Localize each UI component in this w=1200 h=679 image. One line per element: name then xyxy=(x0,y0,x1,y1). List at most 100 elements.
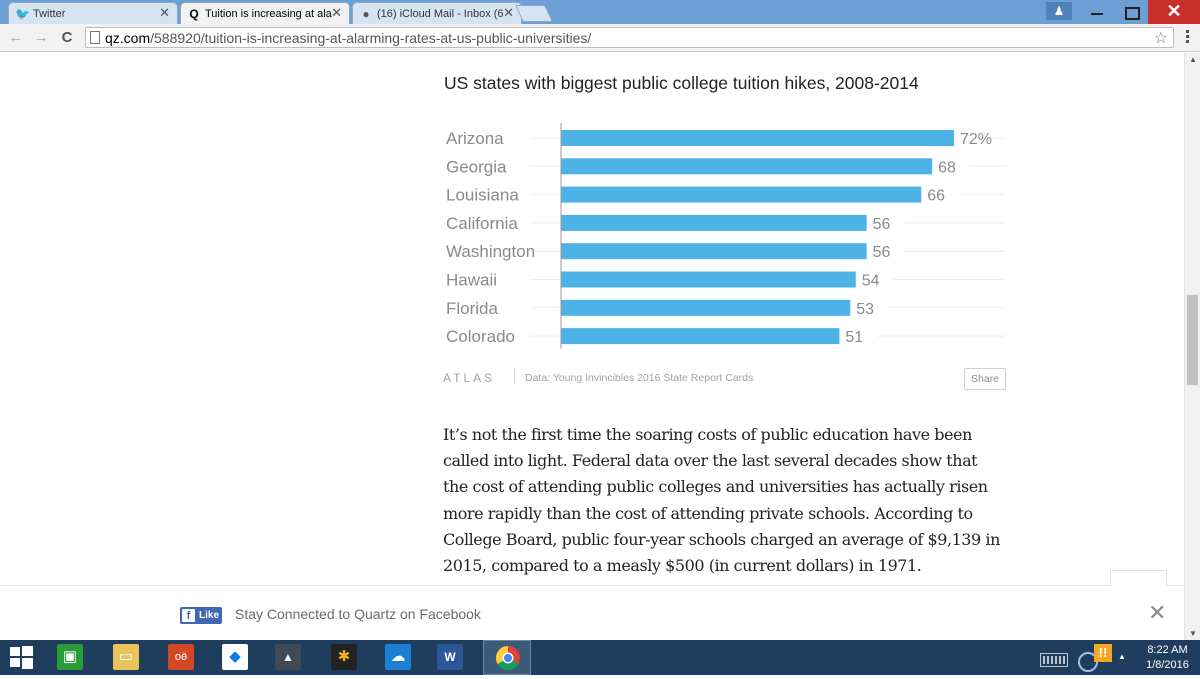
value-label: 54 xyxy=(862,273,880,290)
chrome-icon xyxy=(495,646,520,671)
chart-title: US states with biggest public college tu… xyxy=(444,73,919,93)
value-label-bg xyxy=(857,270,894,289)
tab-quartz[interactable]: Q Tuition is increasing at ala ✕ xyxy=(180,2,350,24)
category-label: California xyxy=(446,214,518,233)
paint-icon[interactable]: ✱ xyxy=(331,644,357,670)
keyboard-icon[interactable] xyxy=(1040,653,1068,667)
address-bar[interactable]: qz.com/588920/tuition-is-increasing-at-a… xyxy=(85,27,1174,48)
category-label: Georgia xyxy=(446,157,507,176)
bookmark-star-icon[interactable]: ☆ xyxy=(1153,30,1168,47)
category-label: Hawaii xyxy=(446,271,497,290)
bar[interactable] xyxy=(561,243,867,260)
value-label: 53 xyxy=(856,301,874,318)
back-arrow-icon[interactable]: ← xyxy=(8,29,24,46)
chart-source: Data: Young Invincibles 2016 State Repor… xyxy=(525,372,754,384)
value-label: 51 xyxy=(845,329,863,346)
article-line: College Board, public four-year schools … xyxy=(443,529,1000,549)
article-line: the cost of attending public colleges an… xyxy=(443,477,988,497)
value-label-bg xyxy=(934,157,971,176)
bar[interactable] xyxy=(561,158,933,175)
close-tab-icon[interactable]: ✕ xyxy=(331,5,342,20)
atlas-logo: ATLAS xyxy=(443,371,496,385)
bar[interactable] xyxy=(561,214,867,231)
tray-expand-icon[interactable]: ▲ xyxy=(1118,652,1126,661)
category-label: Arizona xyxy=(446,129,504,148)
divider xyxy=(514,368,515,384)
bar-tab xyxy=(1110,570,1167,586)
store-icon[interactable]: ▣ xyxy=(57,644,83,670)
article-line: called into light. Federal data over the… xyxy=(443,451,978,471)
scroll-down-arrow-icon[interactable]: ▼ xyxy=(1189,629,1197,638)
value-label-bg xyxy=(868,242,905,261)
bar[interactable] xyxy=(561,271,856,288)
word-icon[interactable]: W xyxy=(437,644,463,670)
category-label: Florida xyxy=(446,299,499,318)
file-explorer-icon[interactable]: ▭ xyxy=(113,644,139,670)
forward-arrow-icon[interactable]: → xyxy=(33,29,49,46)
close-tab-icon[interactable]: ✕ xyxy=(159,5,170,20)
value-label: 56 xyxy=(873,244,891,261)
value-label: 68 xyxy=(938,159,956,176)
tab-title: Tuition is increasing at ala xyxy=(205,8,332,20)
category-label: Louisiana xyxy=(446,186,519,205)
category-label: Washington xyxy=(446,242,535,261)
system-clock[interactable]: 8:22 AM 1/8/2016 xyxy=(1135,643,1200,673)
photos-icon[interactable]: ▲ xyxy=(275,644,301,670)
reload-icon[interactable]: C xyxy=(61,29,73,46)
bar[interactable] xyxy=(561,130,954,146)
toolbar: ← → C qz.com/588920/tuition-is-increasin… xyxy=(0,24,1200,52)
apple-icon: ● xyxy=(362,7,370,21)
bar-chart: Arizona 72% Georgia 68 Louisiana 66 California… xyxy=(446,123,1005,349)
scroll-up-arrow-icon[interactable]: ▲ xyxy=(1189,55,1197,64)
value-label-bg xyxy=(956,129,992,147)
twitter-bird-icon: 🐦 xyxy=(15,7,30,21)
onedrive-icon[interactable]: ☁ xyxy=(385,644,411,670)
tab-title: (16) iCloud Mail - Inbox (6 xyxy=(377,8,504,20)
chrome-menu-icon[interactable] xyxy=(1180,29,1194,45)
office-icon[interactable]: oӫ xyxy=(168,644,194,670)
vertical-scrollbar[interactable]: ▲ ▼ xyxy=(1184,53,1200,640)
tab-strip: 🐦 Twitter ✕ Q Tuition is increasing at a… xyxy=(0,0,1200,24)
article-line: more rapidly than the cost of attending … xyxy=(443,503,973,523)
value-label: 72% xyxy=(960,131,992,148)
close-icon[interactable]: ✕ xyxy=(1148,600,1167,625)
category-label: Colorado xyxy=(446,327,515,346)
clock-time: 8:22 AM xyxy=(1147,644,1188,656)
facebook-like-button[interactable]: f Like xyxy=(180,607,222,624)
network-icon[interactable] xyxy=(1078,652,1098,672)
value-label-bg xyxy=(841,327,878,346)
url-text[interactable]: qz.com/588920/tuition-is-increasing-at-a… xyxy=(105,30,591,46)
value-label-bg xyxy=(868,213,905,232)
page-viewport: US states with biggest public college tu… xyxy=(0,53,1184,640)
minimize-button[interactable] xyxy=(1080,0,1114,24)
tab-icloud-mail[interactable]: ● (16) iCloud Mail - Inbox (6 ✕ xyxy=(352,2,522,24)
close-tab-icon[interactable]: ✕ xyxy=(503,5,514,20)
maximize-button[interactable] xyxy=(1114,0,1148,24)
chrome-taskbar-button[interactable] xyxy=(483,640,531,675)
bar[interactable] xyxy=(561,328,840,345)
tab-title: Twitter xyxy=(33,8,66,20)
quartz-q-icon: Q xyxy=(189,7,199,21)
bar[interactable] xyxy=(561,299,851,316)
article-line: It’s not the first time the soaring cost… xyxy=(443,425,972,444)
facebook-follow-bar: f Like Stay Connected to Quartz on Faceb… xyxy=(0,570,1184,640)
close-window-button[interactable]: ✕ xyxy=(1148,0,1200,24)
tab-twitter[interactable]: 🐦 Twitter ✕ xyxy=(8,2,178,24)
article-paragraph: It’s not the first time the soaring cost… xyxy=(443,422,1013,579)
alert-icon[interactable]: !! xyxy=(1094,644,1112,662)
facebook-f-icon: f xyxy=(182,609,195,622)
clock-date: 1/8/2016 xyxy=(1146,659,1189,671)
share-button[interactable]: Share xyxy=(964,368,1006,390)
value-label-bg xyxy=(923,185,960,204)
dropbox-icon[interactable]: ◆ xyxy=(222,644,248,670)
bar[interactable] xyxy=(561,186,922,203)
value-label-bg xyxy=(852,298,889,317)
user-profile-icon[interactable]: ♟ xyxy=(1046,2,1072,20)
scroll-thumb[interactable] xyxy=(1187,295,1198,385)
url-path: /588920/tuition-is-increasing-at-alarmin… xyxy=(150,30,592,46)
url-host: qz.com xyxy=(105,30,151,46)
windows-start-icon[interactable] xyxy=(8,644,34,670)
article-line: 2015, compared to a measly $500 (in curr… xyxy=(443,556,922,576)
page-icon xyxy=(90,31,100,44)
value-label: 56 xyxy=(873,216,891,233)
